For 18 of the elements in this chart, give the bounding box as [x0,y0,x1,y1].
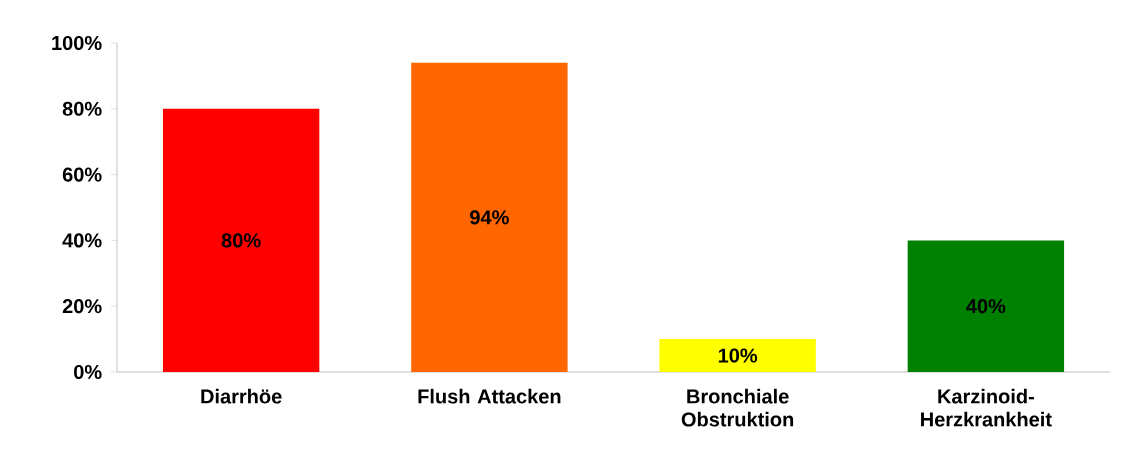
data-label: 40% [966,299,1006,314]
y-tick-label: 80% [62,101,102,116]
bar [411,62,568,372]
data-label: 94% [470,210,509,225]
x-tick-label: Karzinoid-Herzkrankheit [921,388,1052,427]
bar [659,339,816,372]
x-tick-label: Bronchiale Obstruktion [681,388,794,427]
y-tick-label: 40% [62,233,102,248]
y-tick-label: 0% [74,364,102,380]
data-label: 10% [718,348,758,363]
y-tick-label: 20% [62,299,102,314]
y-tick-label: 60% [62,167,102,182]
y-tick-label: 100% [52,35,102,51]
bar [907,240,1065,372]
bar [162,108,320,372]
data-label: 80% [221,233,261,248]
x-tick-label: Diarrhöe [201,388,282,404]
x-tick-label: Flush Attacken [418,388,561,404]
